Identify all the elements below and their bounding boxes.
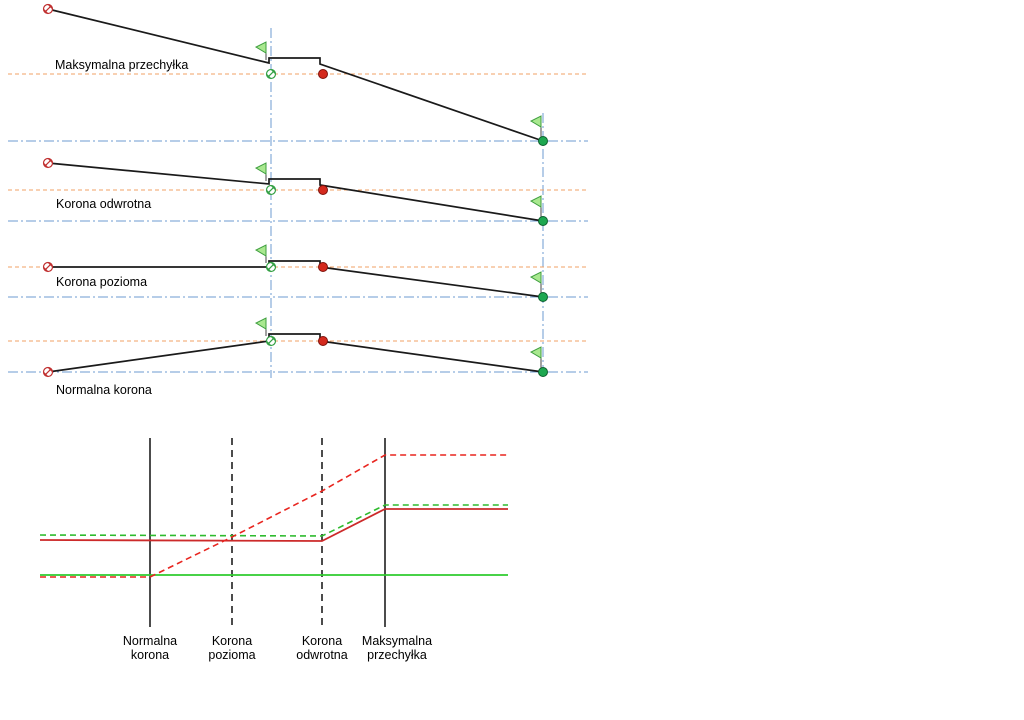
red-grip-marker (318, 336, 328, 346)
chart-stage-labels: Normalna korona Korona pozioma Korona od… (123, 634, 432, 662)
red-grip-marker (318, 69, 328, 79)
graph-line-red-dashed (40, 454, 508, 578)
stage-label-korona-pozioma-line1: Korona (212, 634, 252, 648)
crown-grip-marker (265, 68, 277, 80)
cross-section-line (48, 260, 544, 298)
green-grip-marker (538, 292, 548, 302)
section-label-maksymalna-przechylka: Maksymalna przechyłka (55, 58, 188, 72)
start-grip-marker (42, 157, 54, 169)
section-label-korona-pozioma: Korona pozioma (56, 275, 147, 289)
flag-icon (529, 346, 542, 370)
section-korona-odwrotna (8, 157, 588, 226)
superelevation-graph (39, 438, 508, 627)
section-normalna-korona (8, 317, 588, 378)
start-grip-marker (42, 261, 54, 273)
section-maksymalna-przechylka (8, 3, 588, 146)
stage-label-korona-odwrotna-line2: odwrotna (296, 648, 347, 662)
section-label-normalna-korona: Normalna korona (56, 383, 152, 397)
green-grip-marker (538, 136, 548, 146)
geometry-layer (8, 3, 588, 627)
stage-label-normalna-korona-line1: Normalna (123, 634, 177, 648)
crown-grip-marker (265, 335, 277, 347)
flag-icon (529, 195, 542, 219)
stage-label-normalna-korona-line2: korona (131, 648, 169, 662)
graph-line-green-dashed (39, 504, 508, 537)
green-grip-marker (538, 216, 548, 226)
cross-section-line (47, 333, 544, 373)
stage-label-maksymalna-przechylka-line2: przechyłka (367, 648, 427, 662)
section-korona-pozioma (8, 244, 588, 302)
crown-grip-marker (265, 184, 277, 196)
labels-layer: Maksymalna przechyłka Korona odwrotna Ko… (55, 58, 432, 662)
stage-label-korona-odwrotna-line1: Korona (302, 634, 342, 648)
start-grip-marker (42, 3, 54, 15)
green-grip-marker (538, 367, 548, 377)
flag-icon (254, 162, 267, 181)
start-grip-marker (42, 366, 54, 378)
red-grip-marker (318, 185, 328, 195)
flag-icon (529, 271, 542, 295)
cross-section-line (47, 8, 544, 142)
section-label-korona-odwrotna: Korona odwrotna (56, 197, 151, 211)
flag-icon (254, 317, 267, 336)
stage-label-maksymalna-przechylka-line1: Maksymalna (362, 634, 432, 648)
red-grip-marker (318, 262, 328, 272)
flag-icon (254, 244, 267, 263)
crown-grip-marker (265, 261, 277, 273)
flag-icon (529, 115, 542, 139)
flag-icon (254, 41, 267, 60)
stage-label-korona-pozioma-line2: pozioma (208, 648, 255, 662)
graph-line-red-solid (39, 508, 508, 542)
cross-section-line (47, 162, 544, 222)
